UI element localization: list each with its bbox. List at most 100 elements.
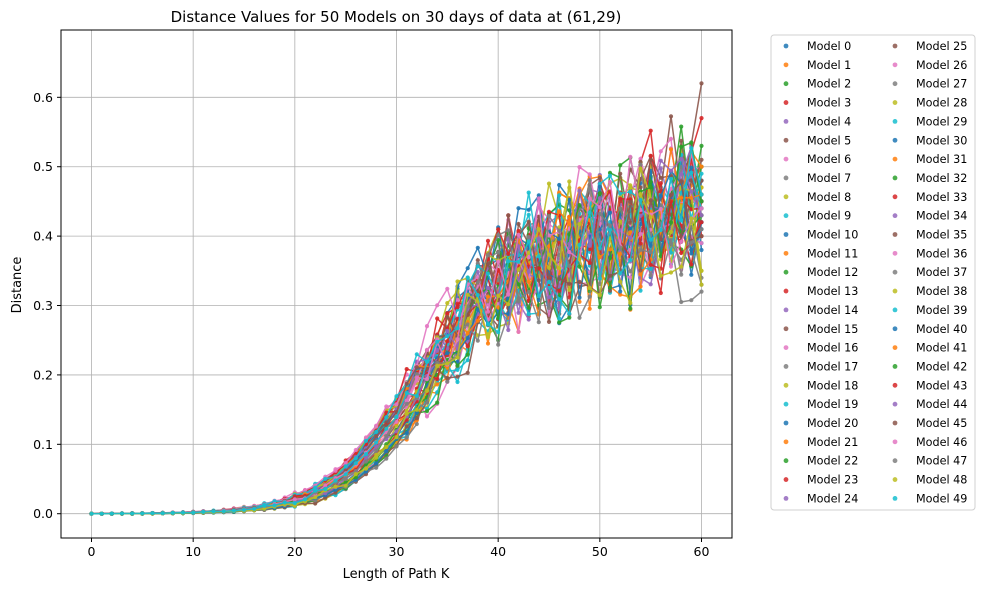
data-point [353,447,358,453]
data-point [679,299,684,305]
data-point [628,300,633,306]
data-point [455,297,460,302]
data-point [414,375,419,380]
data-point [638,284,643,289]
data-point [465,370,470,375]
data-point [485,309,491,314]
data-point [597,293,602,298]
data-point [313,501,318,506]
legend-marker [783,100,789,105]
data-point [404,381,409,386]
data-point [526,255,531,260]
data-point [465,292,470,297]
data-point [679,144,684,149]
data-point [648,157,653,163]
data-point [638,268,643,273]
legend-entry: Model 35 [916,229,967,242]
legend-entry: Model 16 [807,342,858,355]
data-point [699,282,704,287]
data-point [699,241,704,246]
data-point [668,176,674,182]
legend-entry: Model 43 [916,379,967,392]
x-tick-label: 50 [592,544,608,559]
data-point [597,276,602,281]
legend-entry: Model 22 [807,455,858,468]
data-point [699,289,704,294]
data-point [668,147,674,152]
chart-title: Distance Values for 50 Models on 30 days… [171,8,622,26]
data-point [658,181,663,186]
legend-entry: Model 24 [807,492,858,505]
data-point [638,241,643,246]
data-point [414,372,419,377]
data-point [648,153,653,158]
data-point [343,472,348,477]
data-point [587,196,592,201]
data-point [638,198,643,203]
data-point [587,260,592,266]
data-point [679,195,684,200]
data-point [567,241,572,247]
data-point [455,363,460,368]
data-point [424,377,430,382]
data-point [272,503,277,508]
legend-marker [892,496,898,501]
data-point [394,429,399,434]
data-point [506,311,511,316]
data-point [485,271,491,276]
series-group [89,81,704,516]
legend-box [770,34,976,511]
data-point [628,306,633,311]
data-point [343,483,348,488]
data-point [557,209,562,214]
legend-entry: Model 2 [807,78,851,91]
data-point [475,318,480,323]
data-point [689,189,694,194]
legend-entry: Model 33 [916,191,967,204]
data-point [597,246,602,251]
data-point [648,262,653,267]
data-point [679,272,684,277]
data-point [435,303,440,308]
data-point [211,509,216,514]
data-point [496,227,501,232]
legend-marker [892,326,898,332]
data-point [374,461,379,466]
data-point [516,310,521,315]
data-point [404,401,409,406]
data-point [587,247,592,252]
data-point [699,116,704,121]
data-point [628,235,633,241]
legend-marker [892,477,898,482]
data-point [607,179,613,185]
data-point [618,171,623,176]
legend-entry: Model 39 [916,304,967,317]
data-point [119,511,125,516]
data-point [180,510,186,515]
data-point [546,265,552,270]
data-point [465,331,470,336]
data-point [699,171,704,176]
data-point [343,464,348,469]
legend-marker [892,213,898,219]
x-tick-label: 30 [389,544,405,559]
legend-entry: Model 10 [807,229,858,242]
data-point [526,219,531,224]
data-point [577,295,582,300]
data-point [638,213,643,218]
data-point [668,220,674,225]
data-point [485,261,491,266]
data-point [445,376,450,381]
legend-marker [892,420,898,426]
data-point [394,414,399,420]
data-point [587,186,592,191]
data-point [546,252,552,257]
data-point [577,299,582,304]
data-point [526,269,531,274]
data-point [516,228,521,233]
data-point [567,295,572,300]
data-point [374,455,379,460]
data-point [699,199,704,204]
data-point [648,237,653,242]
data-point [658,158,663,163]
